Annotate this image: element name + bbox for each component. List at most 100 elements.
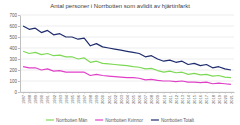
- x-tick-label: 2011: [168, 94, 173, 103]
- x-tick: 1993: [58, 92, 63, 104]
- x-tick-label: 1989: [33, 94, 38, 104]
- x-tick-label: 2004: [125, 94, 130, 104]
- x-tick-label: 2003: [119, 94, 124, 104]
- x-tick-mark: [84, 92, 85, 94]
- x-tick: 2018: [211, 92, 216, 104]
- legend: Norrbotten Män Norrbotten Kvinnor Norrbott…: [46, 118, 195, 123]
- x-tick-mark: [176, 92, 177, 94]
- y-axis-line: [20, 16, 21, 93]
- x-tick-label: 2005: [131, 94, 136, 104]
- y-tick: 400: [9, 46, 20, 51]
- grid: [20, 15, 234, 92]
- x-tick-label: 2006: [137, 94, 142, 104]
- x-tick-label: 1991: [45, 94, 50, 104]
- y-axis: 0100200300400500600700: [9, 13, 20, 95]
- x-tick: 1994: [64, 92, 69, 104]
- x-tick-label: 1993: [58, 94, 63, 104]
- x-tick-mark: [35, 92, 36, 94]
- legend-item: Norrbotten Kvinnor: [95, 118, 143, 123]
- x-tick-mark: [96, 92, 97, 94]
- legend-item: Norrbotten Totalt: [151, 118, 195, 123]
- grid-line: [20, 92, 234, 93]
- x-tick: 2012: [174, 92, 179, 104]
- chart: Antal personer i Norrbotten som avlidit …: [0, 0, 240, 125]
- series-line: [23, 51, 231, 77]
- x-tick: 2017: [204, 92, 209, 104]
- x-tick: 2003: [119, 92, 124, 104]
- y-tick-label: 200: [9, 68, 17, 73]
- legend-label: Norrbotten Kvinnor: [105, 118, 143, 123]
- x-tick-mark: [151, 92, 152, 94]
- series-line: [23, 67, 231, 85]
- x-tick: 1987: [21, 92, 26, 104]
- x-tick-mark: [219, 92, 220, 94]
- y-tick: 100: [9, 79, 20, 84]
- x-tick-mark: [109, 92, 110, 94]
- legend-label: Norrbotten Män: [56, 118, 88, 123]
- x-tick-mark: [170, 92, 171, 94]
- y-tick-label: 400: [9, 46, 17, 51]
- x-tick: 2004: [125, 92, 130, 104]
- y-tick-label: 600: [9, 24, 17, 29]
- y-tick-label: 500: [9, 35, 17, 40]
- x-tick-label: 2014: [186, 94, 191, 104]
- x-tick-label: 1994: [64, 94, 69, 104]
- y-tick-mark: [18, 70, 20, 71]
- x-tick-label: 2001: [107, 94, 112, 104]
- y-tick: 600: [9, 24, 20, 29]
- x-axis: 1987198819891990199119921993199419951996…: [21, 92, 235, 104]
- y-tick-mark: [18, 59, 20, 60]
- y-tick-label: 100: [9, 79, 17, 84]
- plot: 0100200300400500600700198719881989199019…: [9, 13, 234, 104]
- x-tick-mark: [206, 92, 207, 94]
- y-tick: 500: [9, 35, 20, 40]
- x-tick-label: 1997: [82, 94, 87, 104]
- x-tick-mark: [23, 92, 24, 94]
- y-tick-mark: [18, 26, 20, 27]
- x-tick-mark: [139, 92, 140, 94]
- x-tick: 1991: [45, 92, 50, 104]
- grid-line: [20, 15, 234, 16]
- x-tick-mark: [127, 92, 128, 94]
- grid-line: [20, 37, 234, 38]
- x-tick-label: 2019: [217, 94, 222, 104]
- x-tick-mark: [115, 92, 116, 94]
- x-tick-mark: [188, 92, 189, 94]
- x-tick-label: 2021: [229, 94, 234, 104]
- y-tick: 300: [9, 57, 20, 62]
- x-tick: 1998: [88, 92, 93, 104]
- x-tick-mark: [60, 92, 61, 94]
- y-tick: 200: [9, 68, 20, 73]
- lines: [23, 26, 231, 84]
- x-tick: 1999: [94, 92, 99, 104]
- x-tick: 1995: [70, 92, 75, 104]
- x-tick-label: 2008: [149, 94, 154, 104]
- legend-swatch: [95, 119, 103, 120]
- x-tick-label: 1996: [76, 94, 81, 104]
- x-tick-mark: [41, 92, 42, 94]
- x-tick-label: 2012: [174, 94, 179, 104]
- x-tick-label: 2010: [162, 94, 167, 104]
- y-tick-mark: [18, 92, 20, 93]
- y-tick-mark: [18, 37, 20, 38]
- x-tick: 2019: [217, 92, 222, 104]
- y-tick-label: 300: [9, 57, 17, 62]
- x-tick: 2010: [162, 92, 167, 104]
- x-tick-label: 1998: [88, 94, 93, 104]
- x-tick: 2008: [149, 92, 154, 104]
- title: Antal personer i Norrbotten som avlidit …: [50, 3, 190, 9]
- x-tick-mark: [145, 92, 146, 94]
- x-axis-line: [21, 92, 235, 93]
- x-tick-mark: [158, 92, 159, 94]
- x-tick-mark: [54, 92, 55, 94]
- x-tick: 2013: [180, 92, 185, 104]
- x-tick: 1992: [52, 92, 57, 104]
- x-tick: 1990: [39, 92, 44, 104]
- y-tick: 0: [14, 90, 20, 95]
- legend-label: Norrbotten Totalt: [161, 118, 195, 123]
- x-tick: 2016: [198, 92, 203, 104]
- x-tick-label: 2020: [223, 94, 228, 104]
- x-tick-label: 1992: [52, 94, 57, 104]
- x-tick-label: 2007: [143, 94, 148, 104]
- grid-line: [20, 59, 234, 60]
